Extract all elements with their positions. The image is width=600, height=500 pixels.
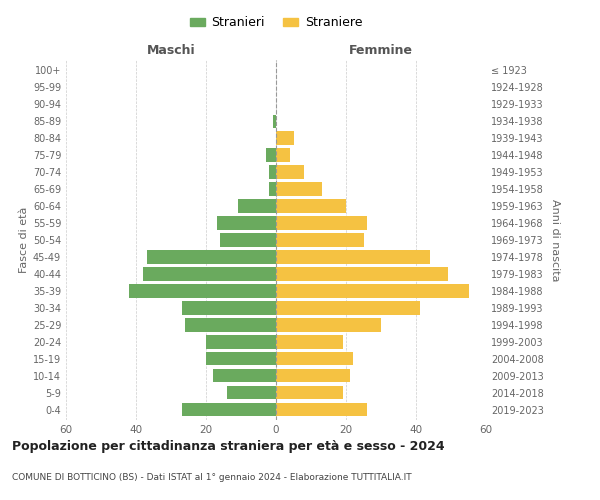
- Bar: [217, 216, 276, 230]
- Y-axis label: Anni di nascita: Anni di nascita: [550, 198, 560, 281]
- Bar: [220, 234, 276, 246]
- Bar: [143, 268, 276, 280]
- Text: Femmine: Femmine: [349, 44, 413, 57]
- Bar: [276, 148, 290, 162]
- Bar: [276, 166, 304, 178]
- Bar: [206, 352, 276, 366]
- Bar: [265, 148, 276, 162]
- Bar: [269, 182, 276, 196]
- Text: COMUNE DI BOTTICINO (BS) - Dati ISTAT al 1° gennaio 2024 - Elaborazione TUTTITAL: COMUNE DI BOTTICINO (BS) - Dati ISTAT al…: [12, 473, 412, 482]
- Bar: [276, 318, 381, 332]
- Bar: [276, 200, 346, 212]
- Bar: [146, 250, 276, 264]
- Bar: [276, 352, 353, 366]
- Bar: [185, 318, 276, 332]
- Bar: [272, 114, 276, 128]
- Bar: [182, 302, 276, 314]
- Bar: [276, 386, 343, 400]
- Y-axis label: Fasce di età: Fasce di età: [19, 207, 29, 273]
- Bar: [276, 336, 343, 348]
- Bar: [276, 302, 419, 314]
- Bar: [276, 403, 367, 416]
- Bar: [276, 369, 349, 382]
- Bar: [276, 284, 469, 298]
- Text: Popolazione per cittadinanza straniera per età e sesso - 2024: Popolazione per cittadinanza straniera p…: [12, 440, 445, 453]
- Bar: [276, 268, 448, 280]
- Bar: [276, 234, 364, 246]
- Bar: [276, 250, 430, 264]
- Text: Maschi: Maschi: [146, 44, 196, 57]
- Legend: Stranieri, Straniere: Stranieri, Straniere: [185, 11, 367, 34]
- Bar: [213, 369, 276, 382]
- Bar: [129, 284, 276, 298]
- Bar: [238, 200, 276, 212]
- Bar: [182, 403, 276, 416]
- Bar: [276, 216, 367, 230]
- Bar: [227, 386, 276, 400]
- Bar: [206, 336, 276, 348]
- Bar: [276, 182, 322, 196]
- Bar: [276, 132, 293, 144]
- Bar: [269, 166, 276, 178]
